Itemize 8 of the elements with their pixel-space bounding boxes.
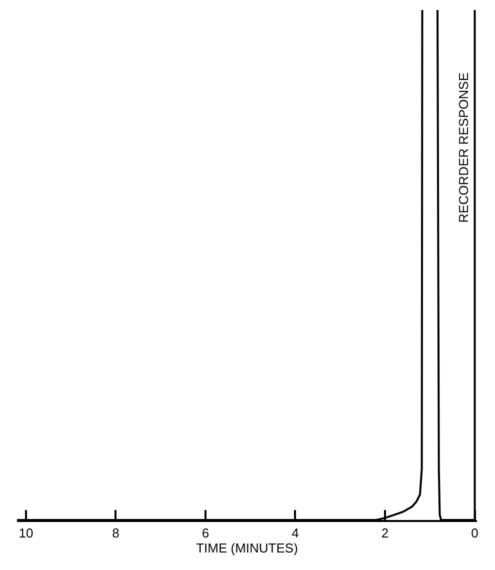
y-axis-title: RECORDER RESPONSE: [456, 72, 471, 223]
x-tick-label: 2: [381, 526, 389, 541]
x-tick-label: 0: [471, 526, 478, 541]
x-axis-title: TIME (MINUTES): [196, 540, 298, 556]
x-tick-label: 6: [202, 526, 210, 541]
x-tick-label: 8: [112, 526, 120, 541]
x-tick-label: 10: [18, 526, 34, 541]
x-tick-label: 4: [292, 526, 299, 541]
